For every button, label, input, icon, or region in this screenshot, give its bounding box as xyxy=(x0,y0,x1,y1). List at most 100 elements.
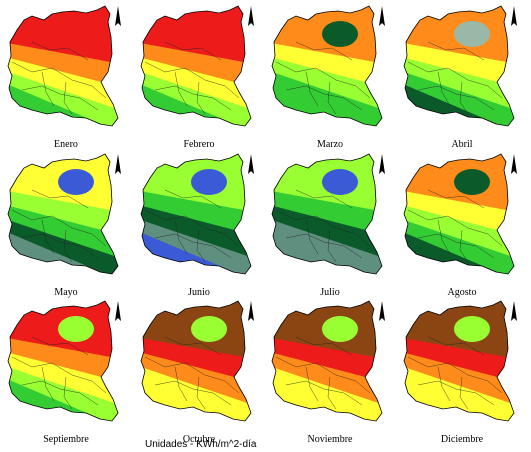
radiation-band xyxy=(8,377,118,421)
boundary-line xyxy=(427,41,485,61)
boundary-line xyxy=(31,189,89,209)
region-outline xyxy=(7,5,119,127)
map-graphic xyxy=(403,5,517,127)
north-arrow-icon xyxy=(115,301,121,321)
boundary-line xyxy=(196,376,206,410)
north-arrow-icon xyxy=(511,301,517,321)
region-outline xyxy=(140,5,252,127)
boundary-line xyxy=(437,219,451,255)
boundary-line xyxy=(174,219,188,255)
north-arrow-icon xyxy=(379,6,385,26)
boundary-line xyxy=(11,61,107,99)
north-arrow-icon xyxy=(115,6,121,26)
month-label: Diciembre xyxy=(440,434,484,445)
month-label: Octubre xyxy=(182,434,216,445)
boundary-line xyxy=(154,233,232,259)
boundary-line xyxy=(196,81,206,115)
radiation-band xyxy=(141,377,251,421)
boundary-line xyxy=(459,376,469,410)
boundary-line xyxy=(459,229,469,263)
boundary-line xyxy=(427,336,485,356)
map-agosto: Agosto xyxy=(398,150,526,298)
north-arrow-icon xyxy=(248,154,254,174)
map-diciembre: Diciembre xyxy=(398,297,526,445)
region-outline xyxy=(7,300,119,422)
boundary-line xyxy=(295,189,353,209)
map-graphic xyxy=(140,153,254,275)
month-label: Mayo xyxy=(54,287,78,298)
radiation-zone xyxy=(58,169,94,195)
map-septiembre: Septiembre xyxy=(2,297,130,445)
boundary-line xyxy=(305,366,319,402)
map-marzo: Marzo xyxy=(266,2,394,150)
boundary-line xyxy=(196,229,206,263)
boundary-line xyxy=(327,376,337,410)
month-label: Abril xyxy=(451,139,473,150)
map-graphic xyxy=(403,153,517,275)
map-mayo: Mayo xyxy=(2,150,130,298)
boundary-line xyxy=(327,81,337,115)
boundary-line xyxy=(41,71,55,107)
boundary-line xyxy=(407,61,503,99)
map-graphic xyxy=(271,5,385,127)
boundary-line xyxy=(437,71,451,107)
radiation-band xyxy=(272,230,382,274)
map-graphic xyxy=(271,153,385,275)
boundary-line xyxy=(63,376,73,410)
map-graphic xyxy=(7,300,121,422)
radiation-band xyxy=(272,82,382,126)
radiation-band xyxy=(8,230,118,274)
region-outline xyxy=(403,300,515,422)
region-outline xyxy=(140,300,252,422)
boundary-line xyxy=(407,209,503,247)
boundary-line xyxy=(21,233,99,259)
boundary-line xyxy=(327,229,337,263)
boundary-line xyxy=(275,209,371,247)
map-graphic xyxy=(271,300,385,422)
map-noviembre: Noviembre xyxy=(266,297,394,445)
units-label: Unidades - KWh/m^2-día xyxy=(145,439,257,450)
radiation-band xyxy=(8,82,118,126)
boundary-line xyxy=(11,209,107,247)
boundary-line xyxy=(154,85,232,111)
north-arrow-icon xyxy=(248,301,254,321)
map-graphic xyxy=(140,5,254,127)
map-graphic xyxy=(7,5,121,127)
boundary-line xyxy=(164,336,222,356)
boundary-line xyxy=(31,41,89,61)
boundary-line xyxy=(295,41,353,61)
north-arrow-icon xyxy=(511,154,517,174)
boundary-line xyxy=(174,366,188,402)
radiation-band xyxy=(404,82,514,126)
region-outline xyxy=(271,5,383,127)
boundary-line xyxy=(295,336,353,356)
month-label: Julio xyxy=(320,287,340,298)
map-graphic xyxy=(403,300,517,422)
boundary-line xyxy=(275,61,371,99)
boundary-line xyxy=(305,219,319,255)
month-label: Septiembre xyxy=(43,434,89,445)
boundary-line xyxy=(305,71,319,107)
radiation-band xyxy=(404,377,514,421)
map-octubre: Octubre xyxy=(135,297,263,445)
month-label: Enero xyxy=(54,139,78,150)
region-outline xyxy=(140,153,252,275)
boundary-line xyxy=(285,85,363,111)
map-graphic xyxy=(7,153,121,275)
boundary-line xyxy=(417,233,495,259)
radiation-zone xyxy=(322,316,358,342)
region-outline xyxy=(7,153,119,275)
boundary-line xyxy=(11,356,107,394)
radiation-zone xyxy=(191,169,227,195)
boundary-line xyxy=(417,380,495,406)
boundary-line xyxy=(285,233,363,259)
radiation-zone xyxy=(454,169,490,195)
north-arrow-icon xyxy=(248,6,254,26)
map-junio: Junio xyxy=(135,150,263,298)
boundary-line xyxy=(154,380,232,406)
month-label: Marzo xyxy=(316,139,344,150)
boundary-line xyxy=(21,85,99,111)
region-outline xyxy=(271,300,383,422)
boundary-line xyxy=(174,71,188,107)
